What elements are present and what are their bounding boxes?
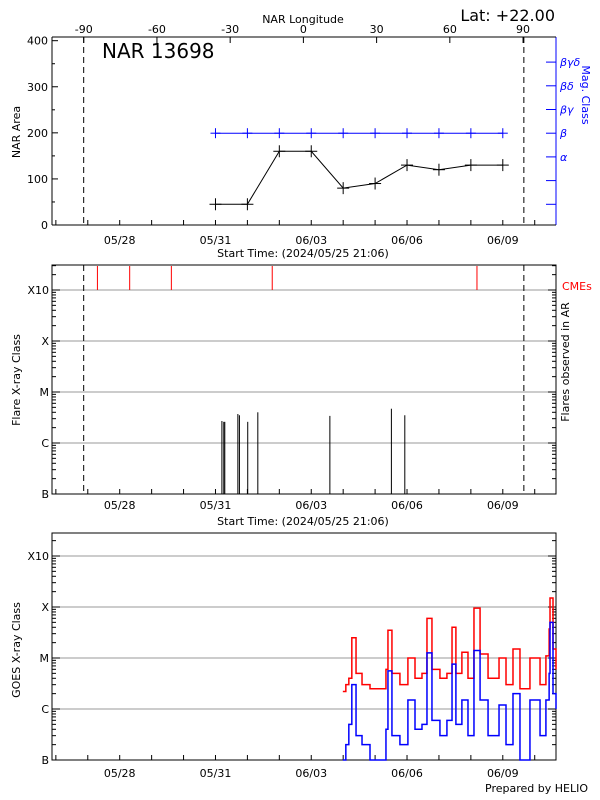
top-x-tick-label: -90 [75, 23, 93, 36]
y-tick-label: B [41, 488, 49, 501]
x-tick-label: 05/31 [200, 767, 232, 780]
goes-class-axis-title: GOES X-ray Class [10, 602, 23, 698]
mag-class-tick-label: β [559, 127, 567, 140]
region-label: NAR 13698 [102, 39, 215, 63]
x-tick-label: 06/09 [487, 767, 519, 780]
y-tick-label: 0 [41, 219, 48, 232]
x-tick-label: 05/31 [200, 499, 232, 512]
x-tick-label: 06/03 [295, 767, 327, 780]
panel1-xaxis-title: Start Time: (2024/05/25 21:06) [217, 247, 389, 260]
flare-class-axis-title: Flare X-ray Class [10, 334, 23, 426]
mag-class-tick-label: βδ [559, 80, 574, 93]
x-tick-label: 06/03 [295, 234, 327, 247]
x-tick-label: 06/03 [295, 499, 327, 512]
nar-area-line [215, 150, 503, 205]
goes-short-channel-line [342, 621, 557, 761]
nar-area-axis-title: NAR Area [10, 106, 23, 158]
mag-class-axis-title: Mag. Class [579, 65, 592, 124]
top-x-tick-label: 90 [516, 23, 530, 36]
top-x-tick-label: 60 [443, 23, 457, 36]
x-tick-label: 05/28 [104, 499, 136, 512]
x-tick-label: 05/28 [104, 234, 136, 247]
y-tick-label: 200 [27, 127, 48, 140]
panel2-frame [51, 264, 557, 495]
prepared-by-footer: Prepared by HELIO [485, 782, 588, 795]
x-tick-label: 06/06 [391, 234, 423, 247]
x-tick-label: 06/06 [391, 499, 423, 512]
mag-class-tick-label: α [560, 151, 568, 164]
y-tick-label: 100 [27, 173, 48, 186]
panel2-xaxis-title: Start Time: (2024/05/25 21:06) [217, 515, 389, 528]
y-tick-label: X10 [27, 550, 49, 563]
y-tick-label: X10 [27, 284, 49, 297]
latitude-label: Lat: +22.00 [460, 6, 555, 25]
x-tick-label: 06/09 [487, 234, 519, 247]
y-tick-label: 300 [27, 81, 48, 94]
x-tick-label: 05/31 [200, 234, 232, 247]
top-axis-title: NAR Longitude [262, 13, 344, 26]
panel3-frame [51, 532, 557, 761]
goes-long-channel-line [342, 597, 557, 693]
top-x-tick-label: -60 [148, 23, 166, 36]
cme-label: CMEs [562, 280, 592, 293]
y-tick-label: M [40, 652, 50, 665]
top-x-tick-label: 30 [370, 23, 384, 36]
top-x-tick-label: 0 [300, 23, 307, 36]
mag-class-tick-label: βγ [559, 104, 574, 117]
top-x-tick-label: -30 [221, 23, 239, 36]
x-tick-label: 06/06 [391, 767, 423, 780]
y-tick-label: M [40, 386, 50, 399]
y-tick-label: B [41, 754, 49, 767]
x-tick-label: 05/28 [104, 767, 136, 780]
flares-observed-axis-title: Flares observed in AR [559, 302, 572, 422]
mag-class-tick-label: βγδ [559, 56, 581, 69]
y-tick-label: C [41, 703, 49, 716]
y-tick-label: C [41, 437, 49, 450]
y-tick-label: X [41, 601, 49, 614]
x-tick-label: 06/09 [487, 499, 519, 512]
y-tick-label: 400 [27, 35, 48, 48]
y-tick-label: X [41, 335, 49, 348]
